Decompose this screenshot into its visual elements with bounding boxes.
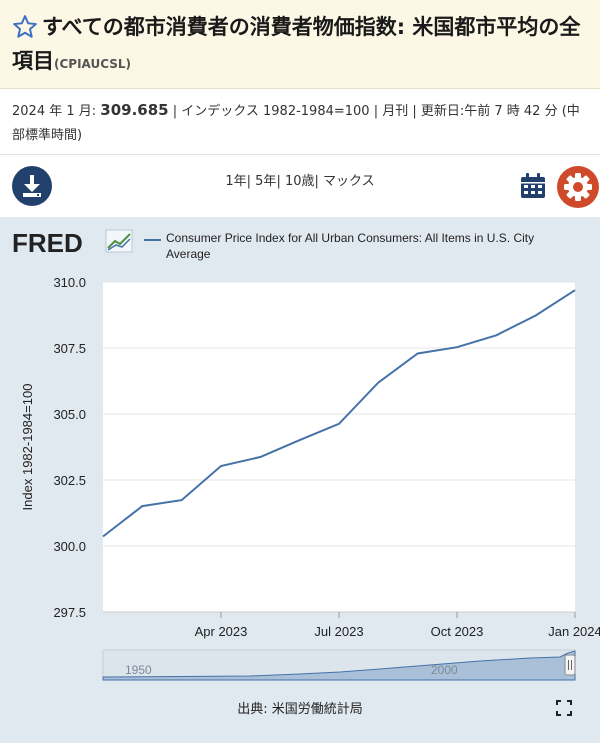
legend: Consumer Price Index for All Urban Consu… bbox=[166, 231, 535, 261]
calendar-icon[interactable] bbox=[519, 172, 547, 200]
download-button[interactable] bbox=[12, 166, 52, 206]
period-max[interactable]: マックス bbox=[323, 174, 375, 189]
navigator-label-2000: 2000 bbox=[431, 663, 458, 677]
download-icon bbox=[23, 175, 41, 197]
period-1y[interactable]: 1年 bbox=[225, 174, 247, 189]
y-tick-label: 305.0 bbox=[53, 407, 86, 422]
x-axis-ticks: Apr 2023 Jul 2023 Oct 2023 Jan 2024 bbox=[103, 611, 600, 639]
title-bar: すべての都市消費者の消費者物価指数: 米国都市平均の全項目(CPIAUCSL) bbox=[0, 0, 600, 89]
data-points bbox=[102, 290, 576, 537]
settings-button[interactable] bbox=[557, 166, 599, 208]
observation-date: 2024 年 1 月: bbox=[12, 104, 97, 119]
gear-icon bbox=[564, 173, 592, 201]
fred-logo: FRED bbox=[12, 228, 133, 258]
navigator-label-1950: 1950 bbox=[125, 663, 152, 677]
star-outline-icon[interactable] bbox=[12, 14, 38, 40]
range-navigator[interactable]: 1950 2000 bbox=[102, 649, 576, 681]
navigator-handle[interactable] bbox=[564, 654, 576, 676]
chart-toolbar: 1年| 5年| 10歳| マックス bbox=[0, 160, 600, 216]
y-tick-label: 307.5 bbox=[53, 341, 86, 356]
period-5y[interactable]: 5年 bbox=[255, 174, 277, 189]
observation-meta: 2024 年 1 月: 309.685 | インデックス 1982-1984=1… bbox=[12, 98, 592, 148]
series-line bbox=[102, 289, 576, 538]
source-note: 出典: 米国労働統計局 bbox=[237, 702, 363, 717]
plot-background bbox=[103, 282, 575, 612]
separator: | bbox=[246, 174, 256, 189]
y-tick-label: 300.0 bbox=[53, 539, 86, 554]
y-tick-label: 302.5 bbox=[53, 473, 86, 488]
fred-graph-icon bbox=[105, 229, 133, 253]
page-title: すべての都市消費者の消費者物価指数: 米国都市平均の全項目(CPIAUCSL) bbox=[12, 10, 592, 81]
y-tick-label: 297.5 bbox=[53, 605, 86, 620]
fullscreen-icon[interactable] bbox=[556, 700, 572, 716]
y-axis-ticks: 297.5 300.0 302.5 305.0 307.5 310.0 bbox=[53, 275, 86, 620]
divider bbox=[0, 154, 600, 155]
period-selector: 1年| 5年| 10歳| マックス bbox=[0, 170, 600, 189]
observation-value: 309.685 bbox=[100, 101, 169, 119]
navigator-area bbox=[102, 650, 576, 681]
x-tick-label: Apr 2023 bbox=[195, 624, 248, 639]
x-tick-label: Jan 2024 bbox=[548, 624, 600, 639]
legend-label: Consumer Price Index for All Urban Consu… bbox=[166, 231, 535, 261]
observation-details: | インデックス 1982-1984=100 | 月刊 | 更新日:午前 7 時… bbox=[12, 104, 580, 143]
line-chart: FRED Consumer Price Index for All Urban … bbox=[12, 228, 600, 681]
y-axis-label: Index 1982-1984=100 bbox=[20, 384, 35, 511]
chart-area: FRED Consumer Price Index for All Urban … bbox=[0, 217, 600, 743]
separator: | bbox=[276, 174, 285, 189]
series-code: (CPIAUCSL) bbox=[54, 57, 132, 71]
x-tick-label: Jul 2023 bbox=[314, 624, 363, 639]
y-tick-label: 310.0 bbox=[53, 275, 86, 290]
separator: | bbox=[314, 174, 324, 189]
x-tick-label: Oct 2023 bbox=[431, 624, 484, 639]
series-title: すべての都市消費者の消費者物価指数: 米国都市平均の全項目 bbox=[12, 15, 581, 73]
fred-logo-text: FRED bbox=[12, 228, 83, 258]
period-10y[interactable]: 10歳 bbox=[284, 174, 315, 189]
